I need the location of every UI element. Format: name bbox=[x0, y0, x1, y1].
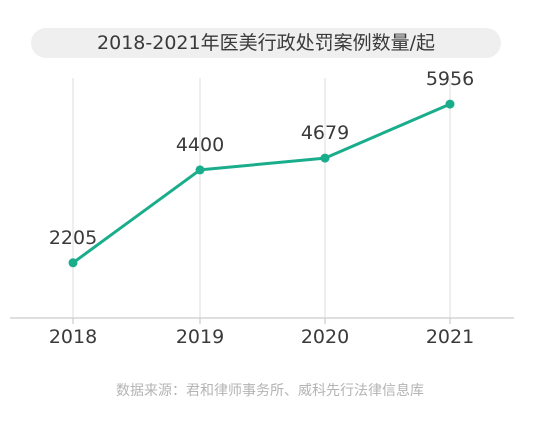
data-points bbox=[68, 99, 455, 268]
source-note: 数据来源：君和律师事务所、威科先行法律信息库 bbox=[116, 383, 424, 399]
x-axis-ticks bbox=[72, 318, 451, 324]
data-labels: 2205 4400 4679 5956 bbox=[49, 68, 474, 249]
x-tick-label-2018: 2018 bbox=[49, 326, 97, 348]
data-point-2021 bbox=[445, 99, 455, 109]
data-label-2019: 4400 bbox=[176, 134, 224, 156]
data-label-2018: 2205 bbox=[49, 227, 97, 249]
x-tick-label-2020: 2020 bbox=[301, 326, 349, 348]
x-tick-labels: 2018 2019 2020 2021 bbox=[49, 326, 474, 348]
chart-title-pill: 2018-2021年医美行政处罚案例数量/起 bbox=[31, 28, 501, 58]
data-point-2020 bbox=[320, 153, 330, 163]
series-line bbox=[71, 102, 452, 265]
vertical-guides bbox=[72, 78, 451, 318]
data-point-2018 bbox=[68, 258, 78, 268]
chart-title: 2018-2021年医美行政处罚案例数量/起 bbox=[97, 32, 435, 54]
data-point-2019 bbox=[195, 165, 205, 175]
x-tick-label-2021: 2021 bbox=[426, 326, 474, 348]
data-label-2020: 4679 bbox=[301, 122, 349, 144]
data-label-2021: 5956 bbox=[426, 68, 474, 90]
x-tick-label-2019: 2019 bbox=[176, 326, 224, 348]
